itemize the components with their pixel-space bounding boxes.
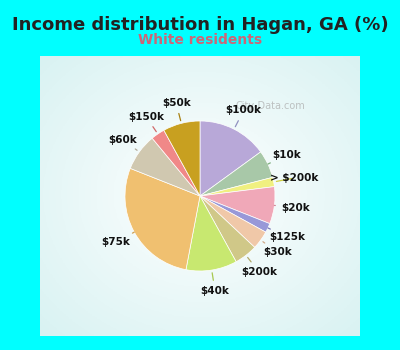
Text: $50k: $50k: [162, 98, 190, 121]
Wedge shape: [200, 196, 255, 262]
Text: $100k: $100k: [226, 105, 262, 127]
Wedge shape: [200, 177, 274, 196]
Text: $125k: $125k: [268, 228, 305, 242]
Wedge shape: [200, 121, 261, 196]
Text: $200k: $200k: [241, 258, 277, 277]
Wedge shape: [200, 152, 273, 196]
Text: $60k: $60k: [108, 134, 137, 150]
Text: $150k: $150k: [128, 112, 164, 132]
Text: $10k: $10k: [268, 150, 301, 164]
Wedge shape: [130, 138, 200, 196]
Wedge shape: [200, 187, 275, 224]
Text: $75k: $75k: [102, 232, 134, 247]
Text: $20k: $20k: [274, 203, 310, 213]
Wedge shape: [200, 196, 270, 232]
Wedge shape: [200, 196, 266, 247]
Wedge shape: [164, 121, 200, 196]
Wedge shape: [186, 196, 236, 271]
Wedge shape: [125, 168, 200, 270]
Text: $30k: $30k: [263, 242, 292, 258]
Text: White residents: White residents: [138, 33, 262, 47]
Text: Income distribution in Hagan, GA (%): Income distribution in Hagan, GA (%): [12, 16, 388, 34]
Text: $40k: $40k: [200, 273, 230, 296]
Wedge shape: [152, 130, 200, 196]
Text: City-Data.com: City-Data.com: [236, 102, 305, 111]
Text: > $200k: > $200k: [270, 173, 318, 183]
